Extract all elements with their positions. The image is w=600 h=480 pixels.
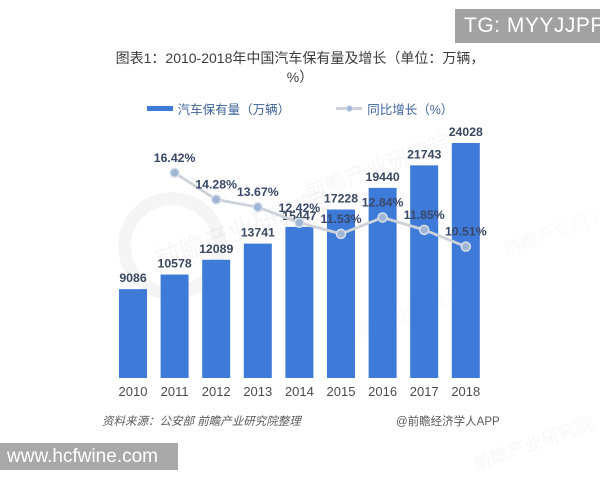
bar-value-label: 19440 — [365, 170, 399, 184]
x-axis-label: 2016 — [368, 384, 397, 399]
line-point — [169, 167, 180, 178]
bar-value-label: 17228 — [324, 192, 358, 206]
x-axis-label: 2015 — [327, 384, 356, 399]
bar-2018 — [451, 143, 480, 378]
x-axis-label: 2010 — [119, 384, 148, 399]
bar-2017 — [410, 165, 439, 378]
growth-value-label: 13.67% — [237, 185, 279, 199]
legend-bar-label: 汽车保有量（万辆） — [177, 103, 291, 117]
growth-value-label: 14.28% — [195, 178, 237, 192]
bar-value-label: 24028 — [449, 125, 483, 139]
legend-item-bar: 汽车保有量（万辆） — [146, 99, 291, 118]
growth-value-label: 11.53% — [320, 212, 361, 226]
credit-note: @前瞻经济学人APP — [396, 416, 500, 428]
line-point — [252, 201, 264, 213]
bar-2011 — [160, 274, 189, 378]
line-point — [294, 217, 305, 228]
x-axis-label: 2017 — [410, 384, 439, 399]
growth-value-label: 10.51% — [445, 225, 487, 239]
bar-swatch-icon — [146, 106, 173, 111]
growth-value-label: 11.85% — [404, 208, 445, 222]
source-note: 资料来源：公安部 前瞻产业研究院整理 — [102, 416, 301, 428]
line-point — [210, 194, 222, 205]
x-axis-label: 2014 — [285, 384, 314, 399]
growth-line — [173, 171, 467, 248]
growth-value-label: 16.42% — [154, 151, 196, 165]
x-axis-label: 2012 — [202, 384, 231, 399]
bar-2012 — [202, 259, 231, 378]
chart-legend: 汽车保有量（万辆） 同比增长（%） — [0, 99, 600, 118]
growth-value-label: 12.84% — [362, 196, 404, 210]
x-axis-label: 2018 — [451, 384, 480, 399]
plot-area: 9086 2010 10578 2011 12089 2012 13741 2013 15447… — [85, 120, 515, 405]
bar-2014 — [285, 226, 314, 378]
legend-item-line: 同比增长（%） — [336, 99, 453, 118]
bar-2013 — [243, 243, 272, 378]
x-axis-label: 2013 — [243, 384, 272, 399]
bar-value-label: 13741 — [241, 226, 275, 240]
line-marker-icon — [336, 105, 363, 112]
chart-title: 图表1：2010-2018年中国汽车保有量及增长（单位：万辆，%） — [115, 50, 485, 85]
line-point — [460, 241, 472, 252]
line-point — [377, 212, 388, 223]
bar-2010 — [119, 289, 147, 378]
bar-value-label: 12089 — [199, 242, 233, 256]
bar-value-label: 21743 — [407, 147, 441, 161]
bar-value-label: 9086 — [119, 271, 147, 285]
growth-value-label: 12.42% — [279, 201, 321, 215]
x-axis-label: 2011 — [161, 384, 189, 399]
url-watermark: www.hcfwine.com — [0, 443, 178, 470]
bar-value-label: 10578 — [157, 257, 191, 271]
line-point — [418, 224, 430, 236]
legend-line-label: 同比增长（%） — [367, 103, 454, 117]
line-point — [335, 228, 347, 240]
tg-badge: TG: MYYJJPP — [455, 9, 600, 43]
chart-canvas: 9086201010578201112089201213741201315447… — [119, 125, 487, 399]
